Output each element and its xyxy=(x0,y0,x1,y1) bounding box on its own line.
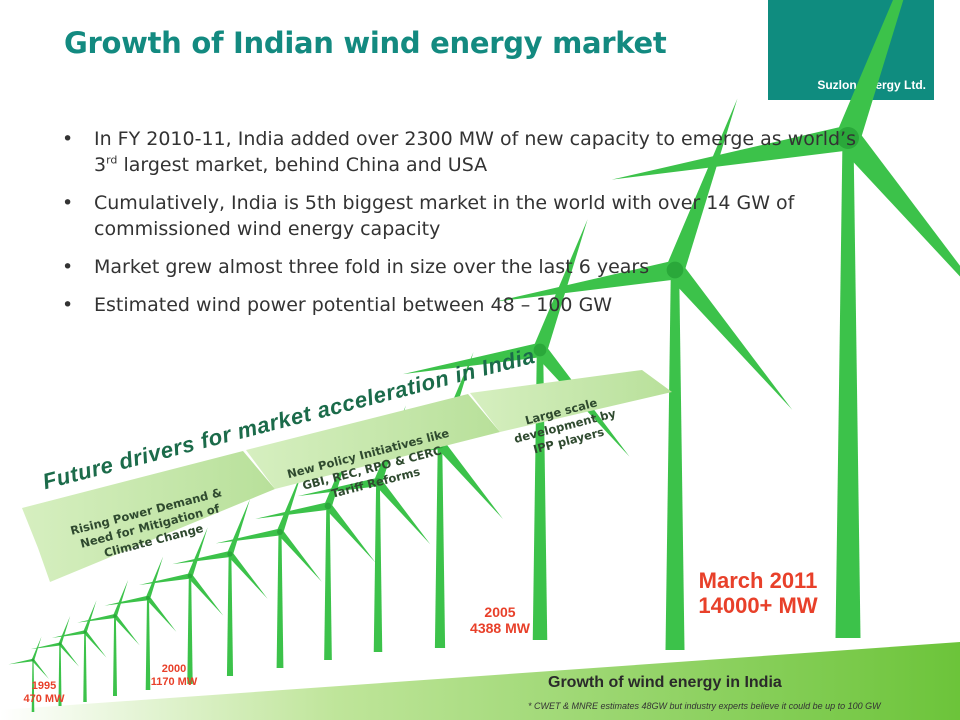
turbine-blade xyxy=(533,219,588,353)
turbine-blade xyxy=(138,573,191,586)
turbine-blade xyxy=(83,630,107,658)
bullet-item: In FY 2010-11, India added over 2300 MW … xyxy=(62,126,882,178)
turbine-blade xyxy=(31,636,42,661)
turbine-hub xyxy=(145,595,151,601)
turbine-blade xyxy=(113,614,140,646)
turbine-tower xyxy=(145,598,151,690)
turbine-hub xyxy=(533,343,547,357)
turbine-blade xyxy=(32,659,50,680)
turbine-tower xyxy=(276,532,284,668)
milestone-value: 1170 MW xyxy=(150,675,198,688)
milestone-2005: 2005 4388 MW xyxy=(452,604,548,636)
turbine-tower xyxy=(187,576,193,684)
turbine-blade xyxy=(77,614,116,623)
bullet-list: In FY 2010-11, India added over 2300 MW … xyxy=(62,126,882,330)
turbine-blade xyxy=(276,470,303,534)
turbine-tower xyxy=(31,660,35,712)
turbine-blade xyxy=(227,552,268,599)
brand-banner: Suzlon Energy Ltd. xyxy=(768,0,934,100)
turbine-blade xyxy=(215,528,281,544)
turbine-blade xyxy=(187,527,208,577)
bullet-item: Cumulatively, India is 5th biggest marke… xyxy=(62,190,882,242)
milestone-value: 4388 MW xyxy=(470,620,530,637)
turbine-blade xyxy=(51,630,86,638)
turbine-blade xyxy=(436,440,503,520)
turbine-blade xyxy=(83,600,97,633)
turbine-blade xyxy=(277,529,322,583)
turbine-hub xyxy=(374,478,382,486)
milestone-year: March 2011 xyxy=(698,568,818,593)
turbine-hub xyxy=(113,614,117,618)
turbine-blade xyxy=(402,342,542,375)
bullet-item: Market grew almost three fold in size ov… xyxy=(62,254,882,280)
turbine-hub xyxy=(324,502,332,510)
milestone-2000: 2000 1170 MW xyxy=(134,663,214,688)
driver-arrow-3 xyxy=(470,370,672,432)
turbine-blade xyxy=(146,596,177,632)
turbine-blade xyxy=(58,616,71,645)
bullet-item: Estimated wind power potential between 4… xyxy=(62,292,882,318)
turbine-hub xyxy=(187,573,193,579)
turbine-tower xyxy=(226,554,234,676)
turbine-blade xyxy=(297,477,379,497)
driver-arrow-1 xyxy=(22,451,275,582)
turbine-blade xyxy=(8,658,34,665)
milestone-year: 2000 xyxy=(161,663,187,675)
turbine-hub xyxy=(31,658,35,662)
superscript: rd xyxy=(106,153,118,167)
growth-caption: Growth of wind energy in India xyxy=(548,674,782,691)
bullet-text: In FY 2010-11, India added over 2300 MW … xyxy=(94,128,856,176)
turbine-tower xyxy=(665,270,685,650)
bullet-text: largest market, behind China and USA xyxy=(117,154,488,176)
milestone-year: 1995 xyxy=(31,680,57,692)
milestone-1995: 1995 470 MW xyxy=(14,680,74,705)
turbine-tower xyxy=(58,644,62,706)
driver-arrow-2 xyxy=(246,394,500,489)
milestone-2011: March 2011 14000+ MW xyxy=(670,568,846,619)
turbine-tower xyxy=(373,482,383,652)
turbine-blade xyxy=(145,556,164,599)
turbine-blade xyxy=(836,0,904,143)
turbine-hub xyxy=(58,642,62,646)
turbine-blade xyxy=(58,643,80,667)
page-title: Growth of Indian wind energy market xyxy=(64,26,667,60)
turbine-blade xyxy=(104,595,149,606)
turbine-tower xyxy=(434,444,446,648)
turbine-blade xyxy=(113,579,129,617)
turbine-hub xyxy=(227,551,233,557)
turbine-tower xyxy=(324,506,332,660)
turbine-tower xyxy=(113,616,117,696)
turbine-hub xyxy=(277,529,283,535)
turbine-blade xyxy=(172,550,231,565)
footnote: * CWET & MNRE estimates 48GW but industr… xyxy=(528,701,881,711)
turbine-blade xyxy=(374,479,431,545)
turbine-blade xyxy=(30,642,61,650)
turbine-blade xyxy=(255,502,329,519)
turbine-tower xyxy=(83,632,87,702)
milestone-year: 2005 xyxy=(484,604,516,620)
ground xyxy=(0,642,960,720)
milestone-value: 14000+ MW xyxy=(698,593,818,619)
turbine-blade xyxy=(325,503,376,563)
turbine-hub xyxy=(83,630,87,634)
turbine-blade xyxy=(187,574,224,616)
milestone-value: 470 MW xyxy=(23,692,65,705)
